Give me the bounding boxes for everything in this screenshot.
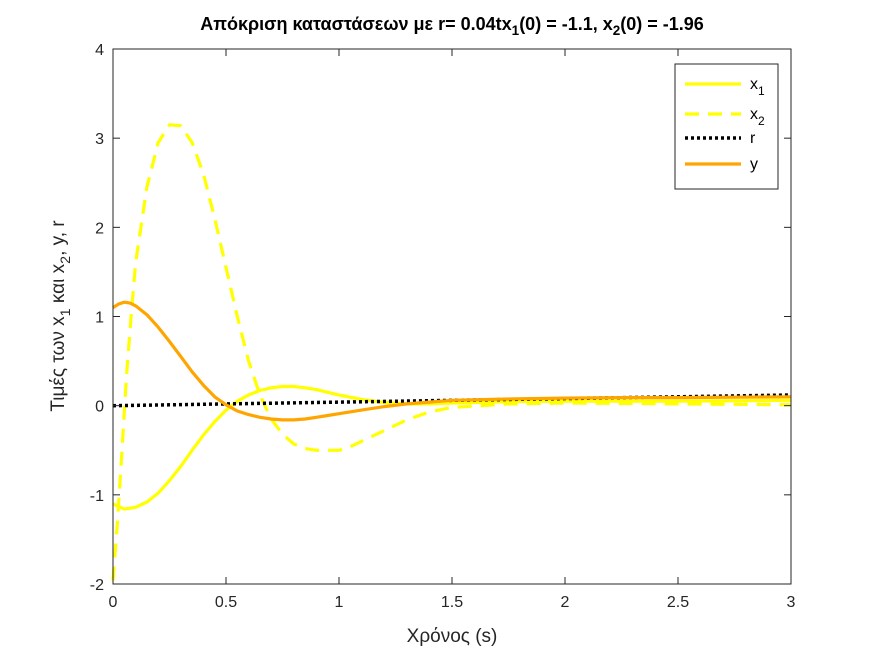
- x-tick-label: 3: [787, 594, 796, 611]
- legend: x1 x2 ry: [674, 63, 779, 190]
- x-tick-label: 1: [335, 594, 344, 611]
- y-tick-label: 2: [95, 220, 104, 237]
- x-tick-label: 0: [109, 594, 118, 611]
- y-tick-label: 4: [95, 42, 104, 59]
- series-layer: [111, 123, 792, 581]
- y-axis-label: Τιμές των x1 και x2, y, r: [48, 220, 74, 412]
- y-tick-label: 0: [95, 399, 104, 416]
- x-tick-label: 0.5: [215, 594, 237, 611]
- axes-layer: 0 0.5 1 1.5 2 2.5 3 -2 -1 0 1 2 3 4: [90, 42, 796, 611]
- x-tick-label: 2: [561, 594, 570, 611]
- y-tick-label: -2: [90, 577, 104, 594]
- legend-label-y: y: [750, 156, 758, 173]
- legend-label-r: r: [750, 130, 756, 147]
- y-tick-label: 3: [95, 131, 104, 148]
- y-tick-label: -1: [90, 488, 104, 505]
- x-axis-label: Χρόνος (s): [407, 626, 498, 647]
- y-tick-label: 1: [95, 310, 104, 327]
- legend-label-x1: x1: [750, 76, 765, 98]
- x-tick-label: 1.5: [441, 594, 463, 611]
- legend-label-x2: x2: [750, 106, 765, 128]
- series-line-y: [112, 300, 792, 422]
- x-tick-label: 2.5: [667, 594, 689, 611]
- chart-title: Απόκριση καταστάσεων με r= 0.04tx1(0) = …: [200, 14, 704, 38]
- series-line-x1: [112, 384, 792, 511]
- series-line-x2: [111, 123, 792, 581]
